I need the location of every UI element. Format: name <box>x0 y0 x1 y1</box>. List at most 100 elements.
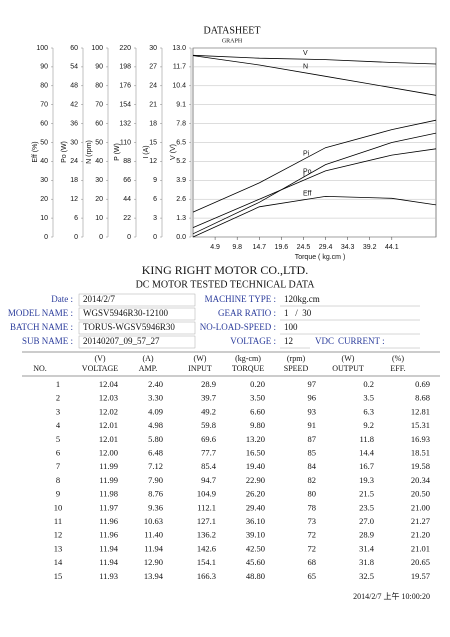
table-cell: 8 <box>56 475 60 485</box>
table-cell: 4.09 <box>148 406 163 416</box>
table-cell: 73 <box>308 516 317 526</box>
table-cell: 39.7 <box>201 393 216 403</box>
table-cell: 10.63 <box>144 516 163 526</box>
table-cell: 16.93 <box>411 434 430 444</box>
column-unit: (V) <box>94 354 105 363</box>
x-tick-label: 24.5 <box>297 244 311 251</box>
y-tick-label: 3.9 <box>176 177 186 184</box>
table-cell: 59.8 <box>201 420 216 430</box>
table-cell: 0.69 <box>415 379 430 389</box>
table-cell: 11.99 <box>99 461 118 471</box>
table-cell: 85.4 <box>201 461 217 471</box>
table-cell: 6 <box>56 447 60 457</box>
table-cell: 0.2 <box>363 379 374 389</box>
table-cell: 7 <box>56 461 60 471</box>
series-label: I <box>303 171 305 178</box>
y-tick-label: 18 <box>70 177 78 184</box>
table-cell: 12.02 <box>99 406 118 416</box>
y-tick-label: 1.3 <box>176 215 186 222</box>
series-line <box>192 54 437 65</box>
y-tick-label: 0 <box>44 234 48 241</box>
series-line <box>192 148 437 228</box>
table-cell: 85 <box>308 447 317 457</box>
column-header: NO. <box>33 364 47 373</box>
y-tick-label: 3 <box>153 215 157 222</box>
y-tick-label: 80 <box>40 83 48 90</box>
x-tick-label: 14.7 <box>252 244 266 251</box>
y-tick-label: 9.1 <box>176 102 186 109</box>
table-cell: 21.00 <box>411 502 430 512</box>
table-cell: 48.80 <box>246 571 265 581</box>
table-cell: 15.31 <box>411 420 430 430</box>
table-cell: 18.51 <box>411 447 430 457</box>
table-cell: 78 <box>308 502 317 512</box>
table-cell: 72 <box>308 543 317 553</box>
table-cell: 16.7 <box>359 461 374 471</box>
series-line <box>192 119 437 213</box>
y-tick-label: 10 <box>95 215 103 222</box>
table-cell: 28.9 <box>201 379 216 389</box>
series-label: N <box>303 63 308 70</box>
field-label: VOLTAGE : <box>230 336 276 346</box>
y-tick-label: 110 <box>120 139 131 146</box>
field-label: SUB NAME : <box>22 336 73 346</box>
y-tick-label: 50 <box>40 139 48 146</box>
table-cell: 87 <box>308 434 317 444</box>
table-cell: 49.2 <box>201 406 216 416</box>
table-cell: 27.0 <box>359 516 374 526</box>
series-line <box>192 132 437 235</box>
table-cell: 136.2 <box>197 530 216 540</box>
y-tick-label: 0 <box>99 234 103 241</box>
field-value: 20140207_09_57_27 <box>83 336 160 346</box>
table-cell: 36.10 <box>246 516 265 526</box>
table-cell: 11.8 <box>359 434 374 444</box>
table-cell: 14.4 <box>359 447 375 457</box>
y-tick-label: 88 <box>123 158 131 165</box>
field-label: Date : <box>51 294 73 304</box>
table-cell: 19.3 <box>359 475 374 485</box>
field-value: 100 <box>284 322 298 332</box>
y-tick-label: 15 <box>149 139 157 146</box>
table-cell: 13 <box>54 543 63 553</box>
table-cell: 12.01 <box>99 434 118 444</box>
field-box <box>78 321 196 335</box>
y-tick-label: 132 <box>119 120 131 127</box>
field-label: MACHINE TYPE : <box>205 294 276 304</box>
table-cell: 7.12 <box>148 461 163 471</box>
series-label: V <box>303 50 308 57</box>
column-unit: (rpm) <box>287 354 306 363</box>
y-tick-label: 20 <box>95 196 103 203</box>
y-tick-label: 0 <box>153 234 157 241</box>
table-cell: 21.01 <box>411 543 430 553</box>
y-axis-label: Eff (%) <box>32 141 39 162</box>
series-line <box>192 195 437 238</box>
y-axis-label: P (W) <box>114 143 121 161</box>
column-unit: (kg-cm) <box>235 354 261 363</box>
x-tick-label: 34.3 <box>341 244 355 251</box>
document-body: Date : 2014/2/7 MODEL NAME : WGSV5946R30-12… <box>8 293 431 581</box>
y-tick-label: 0 <box>74 234 78 241</box>
table-cell: 39.10 <box>246 530 265 540</box>
y-tick-label: 5.2 <box>176 158 186 165</box>
table-cell: 84 <box>308 461 317 471</box>
table-cell: 9.36 <box>148 502 163 512</box>
table-cell: 3 <box>56 406 60 416</box>
y-tick-label: 0.0 <box>176 234 186 241</box>
table-cell: 7.90 <box>148 475 163 485</box>
table-cell: 68 <box>308 557 317 567</box>
field-value: 2014/2/7 <box>83 294 116 304</box>
table-cell: 1 <box>56 379 60 389</box>
y-tick-label: 12 <box>149 158 157 165</box>
y-tick-label: 11.7 <box>173 64 186 71</box>
table-cell: 13.20 <box>246 434 265 444</box>
table-cell: 72 <box>308 530 317 540</box>
table-cell: 5.80 <box>148 434 163 444</box>
company-subtitle: DC MOTOR TESTED TECHNICAL DATA <box>136 279 316 290</box>
table-cell: 26.20 <box>246 489 265 499</box>
y-tick-label: 20 <box>40 196 48 203</box>
table-cell: 15 <box>54 571 63 581</box>
table-cell: 3.30 <box>148 393 163 403</box>
y-tick-label: 6 <box>74 215 78 222</box>
